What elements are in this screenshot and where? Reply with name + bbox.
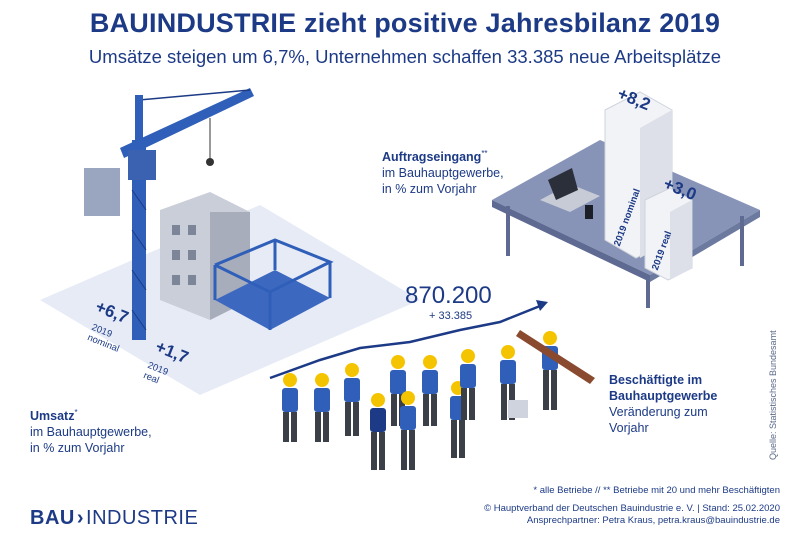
copyright: © Hauptverband der Deutschen Bauindustri… bbox=[484, 503, 780, 514]
copyright-block: © Hauptverband der Deutschen Bauindustri… bbox=[484, 503, 780, 527]
umsatz-legend: Umsatz* im Bauhauptgewerbe, in % zum Vor… bbox=[30, 405, 152, 456]
worker-figure bbox=[314, 373, 330, 442]
worker-figure bbox=[400, 391, 416, 470]
employees-delta: + 33.385 bbox=[429, 310, 473, 322]
scaffold-illustration bbox=[213, 238, 334, 330]
source-note: Quelle: Statistisches Bundesamt bbox=[768, 330, 778, 460]
umsatz-heading-mark: * bbox=[74, 408, 78, 417]
logo-bau: BAU bbox=[30, 507, 75, 529]
logo-industrie: INDUSTRIE bbox=[86, 507, 199, 529]
page-subtitle: Umsätze steigen um 6,7%, Unternehmen sch… bbox=[88, 46, 722, 67]
paper-stack-real bbox=[644, 187, 693, 281]
employees-line1: Veränderung zum bbox=[609, 405, 708, 419]
bauindustrie-logo: BAU › INDUSTRIE bbox=[30, 507, 198, 530]
employees-total: 870.200 bbox=[405, 282, 492, 309]
logo-chevron-icon: › bbox=[76, 507, 85, 529]
crane-illustration bbox=[84, 88, 254, 340]
wooden-beam bbox=[516, 330, 595, 384]
employees-heading2: Bauhauptgewerbe bbox=[609, 389, 718, 403]
worker-figure bbox=[282, 373, 298, 442]
auftrag-line2: in % zum Vorjahr bbox=[382, 182, 477, 197]
growth-arrow-head bbox=[536, 300, 548, 311]
worker-figure bbox=[344, 363, 360, 436]
workers-group bbox=[282, 330, 595, 470]
footnote: * alle Betriebe // ** Betriebe mit 20 un… bbox=[533, 485, 780, 496]
worker-figure bbox=[542, 331, 558, 410]
auftrag-heading: Auftragseingang bbox=[382, 150, 482, 165]
worker-figure bbox=[370, 393, 386, 470]
page-title: BAUINDUSTRIE zieht positive Jahresbilanz… bbox=[89, 8, 721, 38]
employees-heading1: Beschäftigte im bbox=[609, 373, 703, 387]
umsatz-line1: im Bauhauptgewerbe, bbox=[30, 425, 152, 440]
umsatz-heading: Umsatz bbox=[30, 409, 75, 424]
umsatz-line2: in % zum Vorjahr bbox=[30, 441, 125, 456]
employees-legend: Beschäftigte im Bauhauptgewerbe Veränder… bbox=[609, 372, 717, 436]
auftrag-legend: Auftragseingang** im Bauhauptgewerbe, in… bbox=[382, 146, 504, 197]
contact: Ansprechpartner: Petra Kraus, petra.krau… bbox=[526, 515, 780, 526]
auftrag-line1: im Bauhauptgewerbe, bbox=[382, 166, 504, 181]
auftrag-heading-mark: ** bbox=[481, 149, 488, 158]
worker-figure bbox=[460, 349, 476, 420]
employees-line2: Vorjahr bbox=[609, 421, 649, 435]
box-prop bbox=[508, 400, 528, 418]
growth-arrow bbox=[269, 304, 541, 380]
worker-figure bbox=[422, 355, 438, 426]
